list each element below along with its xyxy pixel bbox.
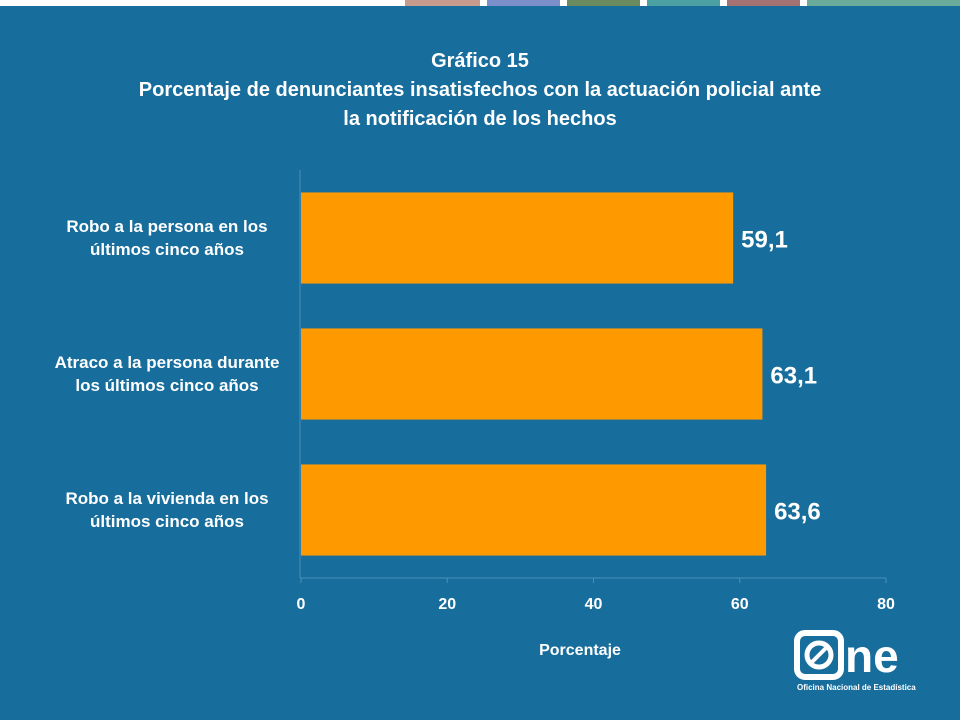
chart-title: Gráfico 15 [431, 50, 529, 72]
logo-caption: Oficina Nacional de Estadística [797, 683, 916, 692]
top-block [405, 0, 480, 6]
top-block [807, 0, 960, 6]
y-tick-label: Atraco a la persona durante los últimos … [54, 353, 280, 395]
value-label: 63,1 [770, 362, 817, 389]
chart-subtitle: Porcentaje de denunciantes insatisfechos… [138, 79, 822, 130]
x-axis-label: Porcentaje [539, 642, 621, 659]
bar [301, 464, 767, 556]
x-tick-label: 80 [877, 596, 895, 613]
bar [301, 192, 734, 284]
x-tick-label: 0 [297, 596, 306, 613]
value-label: 63,6 [774, 498, 821, 525]
x-tick-label: 20 [438, 596, 456, 613]
logo-circle [804, 640, 834, 670]
x-tick-label: 40 [585, 596, 603, 613]
x-tick-label: 60 [731, 596, 749, 613]
top-block [567, 0, 640, 6]
y-tick-label: Robo a la vivienda en los últimos cinco … [65, 489, 269, 531]
chart-title-block: Gráfico 15 Porcentaje de denunciantes in… [130, 47, 830, 134]
top-block [647, 0, 720, 6]
value-label: 59,1 [741, 226, 788, 253]
bar [301, 328, 763, 420]
top-block [487, 0, 560, 6]
logo-slash [808, 644, 830, 666]
logo: ne Oficina Nacional de Estadística [794, 630, 916, 692]
y-tick-label: Robo a la persona en los últimos cinco a… [66, 217, 268, 259]
logo-text: ne [845, 630, 899, 682]
logo-box [794, 630, 844, 680]
top-block [727, 0, 800, 6]
